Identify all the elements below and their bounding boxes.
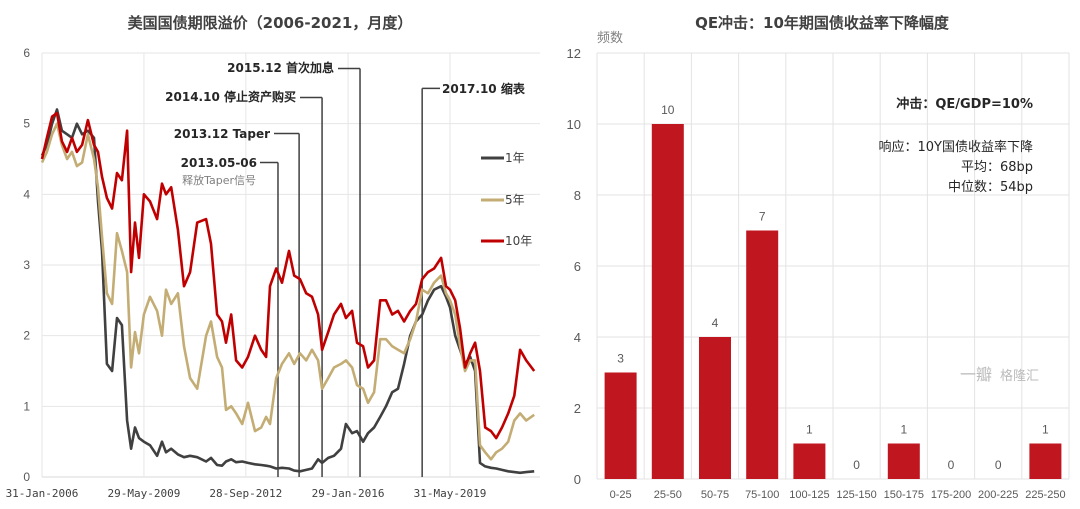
category-label: 75-100 [745, 489, 779, 501]
bar-150-175 [887, 443, 920, 479]
watermark-text-1: 一瓣 [960, 365, 992, 384]
data-label: 3 [617, 352, 624, 366]
left-x-ticks: 31-Jan-2006 29-May-2009 28-Sep-2012 29-Jan-… [6, 487, 487, 500]
left-y-ticks: 0 1 2 3 4 5 6 [23, 46, 30, 484]
response-text: 响应：10Y国债收益率下降 [879, 139, 1033, 155]
data-label: 0 [995, 458, 1002, 472]
data-label: 1 [900, 423, 907, 437]
legend: 1年 5年 10年 [481, 151, 532, 248]
y-tick-label: 2 [23, 329, 30, 343]
series-line-1年 [40, 108, 535, 475]
left-series-lines [40, 108, 536, 475]
series-line-5年 [40, 122, 535, 461]
y-tick-label: 6 [574, 259, 581, 274]
category-label: 200-225 [978, 489, 1018, 501]
bar-50-75 [699, 337, 731, 479]
shock-text: 冲击：QE/GDP=10% [896, 96, 1033, 112]
y-tick-label: 5 [23, 117, 30, 131]
x-tick-label: 29-May-2009 [107, 487, 180, 500]
data-label: 1 [1042, 423, 1049, 437]
term-premium-chart: 美国国债期限溢价（2006-2021，月度） 0 1 2 3 4 5 6 31-Jan-20… [6, 14, 540, 500]
data-label: 0 [853, 458, 860, 472]
y-tick-label: 12 [567, 46, 581, 61]
event-annotations: 2015.12 首次加息 2014.10 停止资产购买 2013.12 Tape… [165, 60, 526, 477]
data-label: 1 [806, 423, 813, 437]
x-tick-label: 29-Jan-2016 [312, 487, 385, 500]
y-tick-label: 4 [574, 330, 581, 345]
category-label: 175-200 [931, 489, 971, 501]
median-text: 中位数：54bp [948, 180, 1033, 195]
mean-text: 平均：68bp [961, 160, 1033, 175]
x-tick-label: 28-Sep-2012 [209, 487, 282, 500]
x-tick-label: 31-Jan-2006 [6, 487, 79, 500]
bar-0-25 [604, 372, 637, 479]
category-label: 225-250 [1025, 489, 1065, 501]
y-axis-label: 频数 [597, 31, 623, 46]
annotation-2013-12: 2013.12 Taper [174, 127, 270, 141]
data-label: 7 [759, 210, 766, 224]
right-y-ticks: 0 2 4 6 8 10 12 [567, 46, 581, 487]
watermark-text-2: 格隆汇 [1000, 368, 1039, 384]
data-label: 0 [948, 458, 955, 472]
x-tick-label: 31-May-2019 [414, 487, 487, 500]
series-line-10年 [40, 111, 536, 440]
info-box: 冲击：QE/GDP=10% 响应：10Y国债收益率下降 平均：68bp 中位数：… [879, 96, 1033, 195]
left-chart-title: 美国国债期限溢价（2006-2021，月度） [128, 14, 413, 32]
y-tick-label: 4 [23, 187, 30, 201]
y-tick-label: 0 [23, 470, 30, 484]
y-tick-label: 1 [23, 399, 30, 413]
annotation-2013-05: 2013.05-06 [181, 156, 257, 170]
legend-label-5y: 5年 [505, 193, 525, 207]
data-label: 4 [712, 316, 719, 330]
histogram-bars: 30-251025-50450-75775-1001100-1250125-15… [604, 103, 1066, 501]
category-label: 25-50 [654, 489, 682, 501]
bar-75-100 [746, 230, 779, 479]
watermark: 一瓣 格隆汇 [960, 365, 1039, 384]
y-tick-label: 3 [23, 258, 30, 272]
data-label: 10 [661, 103, 675, 117]
legend-label-1y: 1年 [505, 151, 525, 165]
category-label: 50-75 [701, 489, 729, 501]
y-tick-label: 10 [567, 117, 581, 132]
annotation-2017-10: 2017.10 缩表 [442, 81, 526, 96]
category-label: 125-150 [836, 489, 876, 501]
annotation-2013-05-sub: 释放Taper信号 [182, 173, 256, 187]
y-tick-label: 6 [23, 46, 30, 60]
legend-label-10y: 10年 [505, 234, 532, 248]
bar-225-250 [1029, 443, 1062, 479]
category-label: 0-25 [610, 489, 632, 501]
bar-25-50 [651, 124, 684, 479]
y-tick-label: 0 [574, 472, 581, 487]
category-label: 150-175 [884, 489, 924, 501]
bar-100-125 [793, 443, 826, 479]
right-chart-title: QE冲击：10年期国债收益率下降幅度 [695, 14, 950, 32]
category-label: 100-125 [789, 489, 829, 501]
y-tick-label: 8 [574, 188, 581, 203]
annotation-2014-10: 2014.10 停止资产购买 [165, 89, 296, 104]
annotation-2015-12: 2015.12 首次加息 [227, 60, 334, 75]
y-tick-label: 2 [574, 401, 581, 416]
